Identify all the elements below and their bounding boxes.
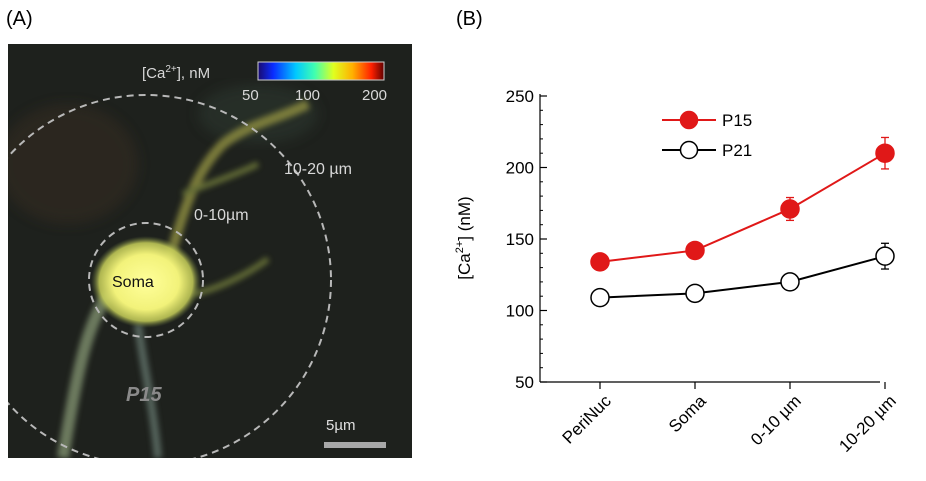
series-line — [599, 255, 886, 299]
y-tick-label: 50 — [515, 373, 534, 392]
data-point — [685, 283, 705, 304]
series-line — [599, 152, 886, 263]
y-axis-label: [Ca2+] (nM) — [454, 196, 474, 279]
colorbar-tick-50: 50 — [242, 87, 259, 104]
inner-ring-label: 0-10µm — [194, 207, 249, 224]
y-tick-label: 100 — [506, 302, 534, 321]
data-point — [590, 252, 610, 272]
legend-marker — [679, 110, 699, 130]
data-point — [875, 246, 895, 266]
colorbar-title: [Ca2+], nM — [142, 64, 210, 82]
scale-bar-label: 5µm — [326, 417, 355, 434]
series-p15 — [590, 136, 895, 272]
legend-label: P21 — [722, 141, 752, 160]
y-tick-label: 150 — [506, 230, 534, 249]
series — [590, 136, 895, 308]
y-axis: 50 100 150 200 250 — [506, 87, 547, 392]
colorbar-tick-200: 200 — [362, 87, 387, 104]
legend: P15 P21 — [662, 110, 752, 160]
x-tick-label: 0-10 µm — [747, 391, 805, 449]
y-tick-label: 200 — [506, 159, 534, 178]
data-point — [685, 240, 705, 261]
scale-bar — [324, 442, 386, 448]
outer-ring-label: 10-20 µm — [284, 161, 352, 178]
data-point — [875, 143, 895, 163]
data-point — [780, 199, 800, 219]
outer-ring — [8, 94, 332, 458]
x-tick-label: PeriNuc — [559, 391, 616, 448]
colorbar-tick-100: 100 — [295, 87, 320, 104]
colorbar — [257, 61, 385, 81]
data-point — [780, 272, 800, 292]
legend-marker — [679, 140, 699, 160]
x-axis: PeriNuc Soma 0-10 µm 10-20 µm — [540, 381, 900, 456]
y-tick-label: 250 — [506, 87, 534, 106]
calcium-chart: 50 100 150 200 250 PeriNuc Soma 0-10 µm 10-20 µ… — [454, 87, 900, 456]
age-label: P15 — [126, 384, 162, 406]
soma-cell — [91, 236, 201, 328]
data-point — [590, 287, 610, 308]
calcium-image: [Ca2+], nM 50 100 200 10-20 µm 0-10µm So… — [8, 44, 412, 458]
soma-label: Soma — [112, 274, 154, 291]
soma-ring — [88, 222, 204, 338]
series-p21 — [590, 242, 895, 308]
panel-a-label: (A) — [6, 8, 33, 30]
legend-label: P15 — [722, 111, 752, 130]
x-tick-label: 10-20 µm — [835, 391, 899, 455]
x-tick-label: Soma — [665, 391, 710, 436]
panel-b-label: (B) — [456, 8, 483, 30]
